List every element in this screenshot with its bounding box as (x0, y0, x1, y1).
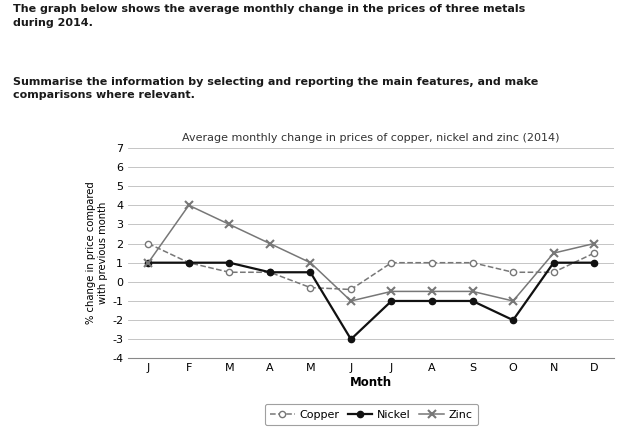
Legend: Copper, Nickel, Zinc: Copper, Nickel, Zinc (264, 404, 478, 425)
Text: Summarise the information by selecting and reporting the main features, and make: Summarise the information by selecting a… (13, 77, 538, 100)
Text: The graph below shows the average monthly change in the prices of three metals
d: The graph below shows the average monthl… (13, 4, 525, 28)
Title: Average monthly change in prices of copper, nickel and zinc (2014): Average monthly change in prices of copp… (182, 133, 560, 143)
X-axis label: Month: Month (350, 376, 392, 389)
Y-axis label: % change in price compared
with previous month: % change in price compared with previous… (86, 182, 108, 324)
